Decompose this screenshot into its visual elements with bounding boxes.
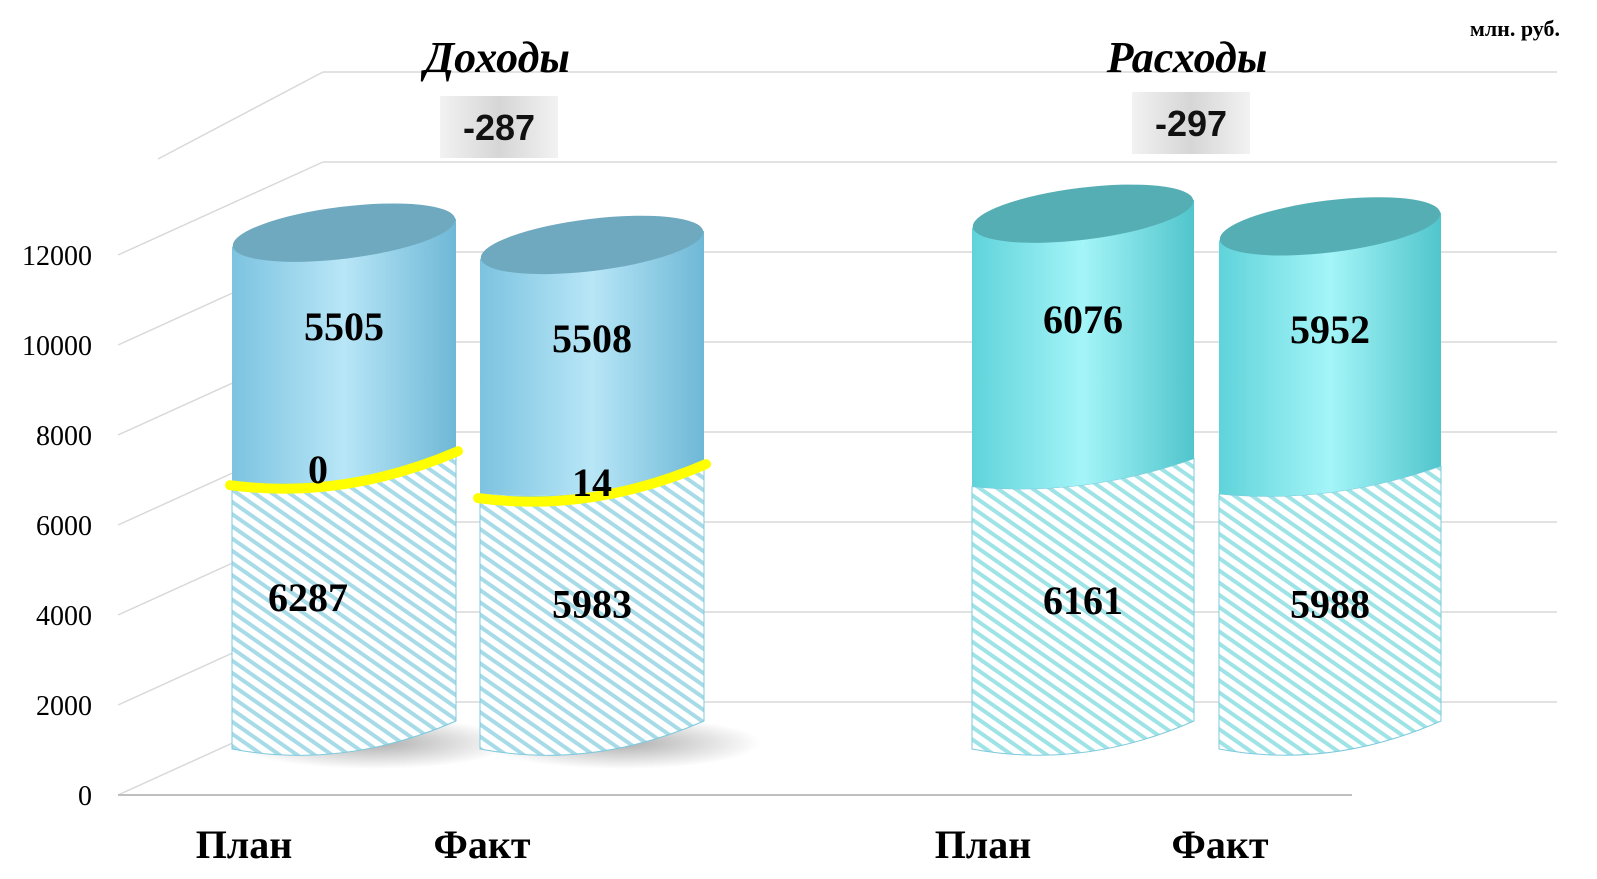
category-label: План xyxy=(935,822,1032,867)
bar-segment-solid xyxy=(972,199,1194,489)
difference-value: -287 xyxy=(463,107,535,148)
group-title: Доходы xyxy=(420,33,570,82)
y-tick-label: 12000 xyxy=(22,241,92,272)
gridline-diagonal xyxy=(157,71,324,160)
data-label: 5988 xyxy=(1290,581,1370,626)
data-label: 5508 xyxy=(552,316,632,361)
data-label: 6161 xyxy=(1043,578,1123,623)
bar-cap xyxy=(972,184,1194,243)
bar-cap xyxy=(1219,197,1441,256)
data-label: 6076 xyxy=(1043,297,1123,342)
category-label: План xyxy=(196,822,293,867)
data-label: 5983 xyxy=(552,582,632,627)
bar-cap xyxy=(232,203,456,262)
y-tick-label: 8000 xyxy=(36,421,92,452)
bar-segment-solid xyxy=(480,230,704,496)
difference-value: -297 xyxy=(1155,103,1227,144)
data-label: 0 xyxy=(308,447,328,492)
difference-badge xyxy=(1132,92,1250,154)
y-tick-label: 6000 xyxy=(36,511,92,542)
group-title: Расходы xyxy=(1106,33,1268,82)
data-label: 5505 xyxy=(304,304,384,349)
y-tick-label: 2000 xyxy=(36,691,92,722)
y-tick-label: 10000 xyxy=(22,331,92,362)
bar-ring xyxy=(225,446,463,494)
data-label: 6287 xyxy=(268,575,348,620)
y-tick-label: 0 xyxy=(78,781,92,812)
bar-ring xyxy=(473,459,711,507)
y-tick-label: 4000 xyxy=(36,601,92,632)
difference-badge xyxy=(440,96,558,158)
unit-label: млн. руб. xyxy=(1470,16,1560,41)
data-label: 14 xyxy=(572,460,612,505)
category-label: Факт xyxy=(433,822,530,867)
bar-segment-solid xyxy=(1219,212,1441,497)
gridline-diagonal xyxy=(117,161,324,256)
category-label: Факт xyxy=(1171,822,1268,867)
bar-segment-solid xyxy=(232,218,456,484)
bar-cap xyxy=(480,215,704,275)
data-label: 5952 xyxy=(1290,307,1370,352)
